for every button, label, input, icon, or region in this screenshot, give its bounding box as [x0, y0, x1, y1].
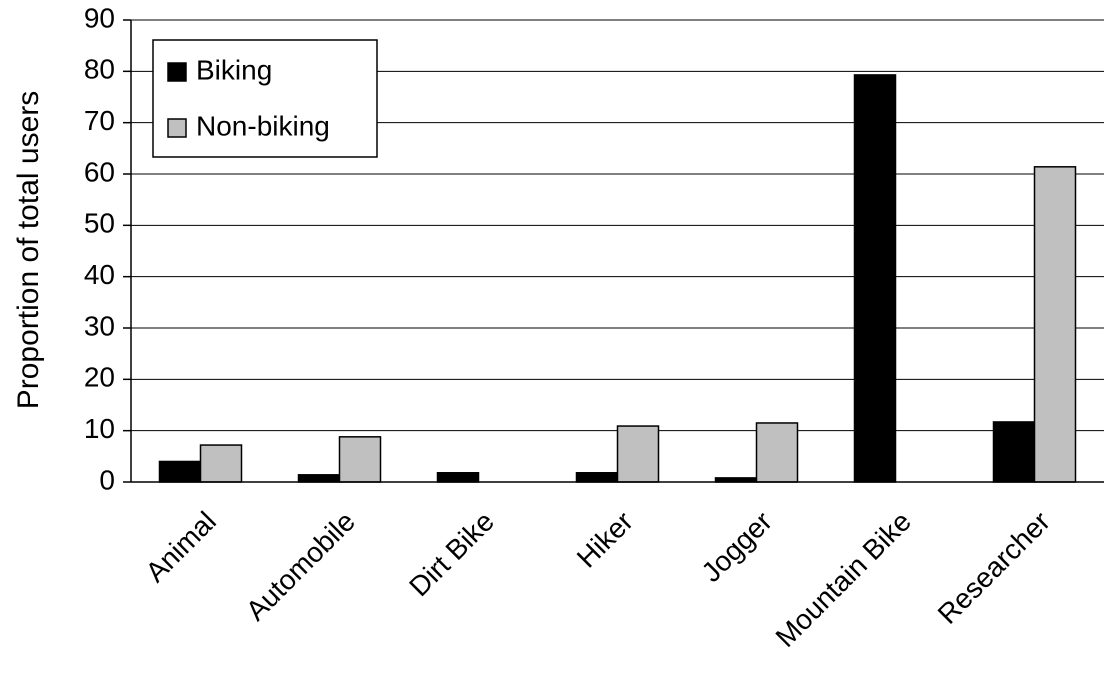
legend-label: Biking	[196, 54, 272, 85]
legend-label: Non-biking	[196, 110, 330, 141]
y-tick-label: 80	[84, 54, 115, 85]
y-axis-label: Proportion of total users	[12, 91, 45, 410]
y-tick-label: 0	[99, 464, 115, 495]
y-tick-label: 70	[84, 105, 115, 136]
legend-box	[152, 39, 378, 158]
bar	[575, 472, 619, 483]
y-tick-label: 90	[84, 2, 115, 33]
x-tick-label: Researcher	[932, 506, 1056, 630]
bar	[199, 444, 243, 483]
y-tick-label: 60	[84, 156, 115, 187]
bar	[1033, 166, 1077, 483]
bar	[436, 472, 480, 483]
x-tick-label: Animal	[140, 506, 222, 588]
y-tick-label: 30	[84, 310, 115, 341]
bar	[616, 425, 660, 483]
bar	[853, 74, 897, 483]
bar	[158, 460, 202, 483]
y-tick-label: 10	[84, 413, 115, 444]
x-tick-label: Automobile	[240, 506, 361, 627]
bar	[297, 474, 341, 483]
y-tick-label: 20	[84, 362, 115, 393]
bar	[338, 436, 382, 483]
x-tick-label: Dirt Bike	[403, 506, 500, 603]
y-tick-label: 40	[84, 259, 115, 290]
y-tick-label: 50	[84, 208, 115, 239]
legend-swatch	[167, 118, 187, 138]
bar	[992, 421, 1036, 483]
legend-swatch	[167, 62, 187, 82]
x-tick-label: Jogger	[696, 506, 778, 588]
bar	[755, 422, 799, 483]
x-tick-label: Hiker	[571, 506, 639, 574]
x-tick-label: Mountain Bike	[770, 506, 917, 653]
